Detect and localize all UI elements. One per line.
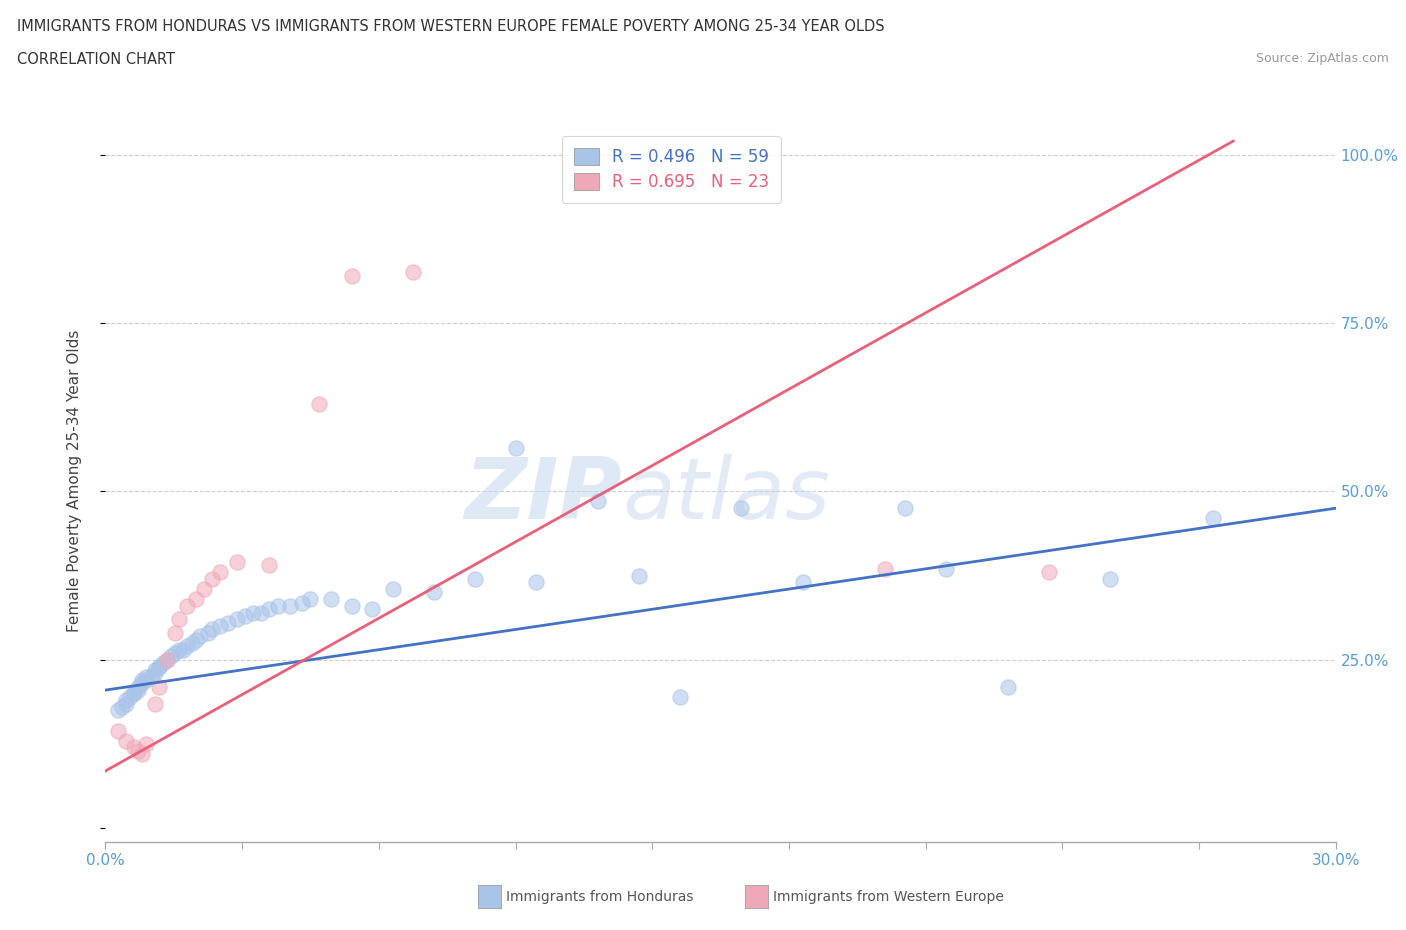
Point: [218, 616, 240, 631]
Point: [873, 562, 896, 577]
Point: [152, 656, 174, 671]
Point: [143, 662, 166, 677]
Point: [120, 689, 141, 704]
Point: [169, 643, 191, 658]
Point: [464, 572, 486, 587]
Point: [172, 643, 194, 658]
Text: IMMIGRANTS FROM HONDURAS VS IMMIGRANTS FROM WESTERN EUROPE FEMALE POVERTY AMONG : IMMIGRANTS FROM HONDURAS VS IMMIGRANTS F…: [17, 19, 884, 33]
Point: [250, 605, 273, 620]
Text: ZIP: ZIP: [464, 454, 621, 538]
Point: [381, 581, 404, 596]
Point: [115, 697, 138, 711]
Point: [156, 652, 179, 667]
Point: [176, 598, 198, 613]
Point: [127, 743, 149, 758]
Point: [225, 612, 247, 627]
Point: [131, 747, 153, 762]
Point: [505, 440, 527, 455]
Point: [135, 672, 157, 687]
Point: [143, 697, 166, 711]
Y-axis label: Female Poverty Among 25-34 Year Olds: Female Poverty Among 25-34 Year Olds: [67, 330, 82, 632]
Point: [730, 500, 752, 515]
Point: [209, 618, 232, 633]
Point: [169, 612, 191, 627]
Point: [1202, 511, 1225, 525]
Point: [197, 625, 219, 640]
Point: [340, 269, 363, 284]
Point: [997, 679, 1019, 694]
Point: [319, 591, 342, 606]
Text: atlas: atlas: [621, 454, 830, 538]
Point: [291, 595, 314, 610]
Point: [165, 625, 187, 640]
Point: [225, 554, 247, 569]
Point: [184, 591, 207, 606]
Point: [242, 605, 264, 620]
Point: [127, 679, 149, 694]
Point: [111, 699, 134, 714]
Point: [627, 568, 650, 583]
Point: [259, 558, 281, 573]
Text: Immigrants from Honduras: Immigrants from Honduras: [506, 889, 693, 904]
Point: [127, 683, 149, 698]
Point: [267, 598, 290, 613]
Point: [668, 689, 690, 704]
Point: [107, 723, 129, 737]
Point: [115, 693, 138, 708]
Point: [135, 737, 157, 751]
Point: [524, 575, 547, 590]
Point: [586, 494, 609, 509]
Point: [1099, 572, 1122, 587]
Point: [107, 703, 129, 718]
Point: [1038, 565, 1060, 579]
Point: [259, 602, 281, 617]
Point: [122, 686, 145, 701]
Point: [135, 670, 157, 684]
Point: [122, 740, 145, 755]
Point: [176, 639, 198, 654]
Point: [894, 500, 917, 515]
Point: [193, 581, 215, 596]
Text: CORRELATION CHART: CORRELATION CHART: [17, 52, 174, 67]
Point: [148, 679, 170, 694]
Point: [184, 632, 207, 647]
Point: [792, 575, 814, 590]
Point: [308, 396, 330, 411]
Point: [156, 652, 179, 667]
Point: [209, 565, 232, 579]
Point: [122, 686, 145, 701]
Point: [139, 670, 162, 684]
Point: [201, 572, 224, 587]
Legend: R = 0.496   N = 59, R = 0.695   N = 23: R = 0.496 N = 59, R = 0.695 N = 23: [562, 137, 780, 203]
Point: [115, 733, 138, 748]
Point: [340, 598, 363, 613]
Point: [402, 265, 425, 280]
Point: [143, 666, 166, 681]
Point: [201, 622, 224, 637]
Point: [160, 649, 183, 664]
Point: [299, 591, 322, 606]
Point: [148, 659, 170, 674]
Point: [148, 659, 170, 674]
Point: [188, 629, 211, 644]
Point: [131, 672, 153, 687]
Point: [278, 598, 301, 613]
Point: [165, 645, 187, 660]
Point: [180, 635, 202, 650]
Text: Source: ZipAtlas.com: Source: ZipAtlas.com: [1256, 52, 1389, 65]
Point: [935, 562, 957, 577]
Point: [361, 602, 384, 617]
Point: [131, 676, 153, 691]
Point: [233, 608, 256, 623]
Point: [422, 585, 444, 600]
Text: Immigrants from Western Europe: Immigrants from Western Europe: [773, 889, 1004, 904]
